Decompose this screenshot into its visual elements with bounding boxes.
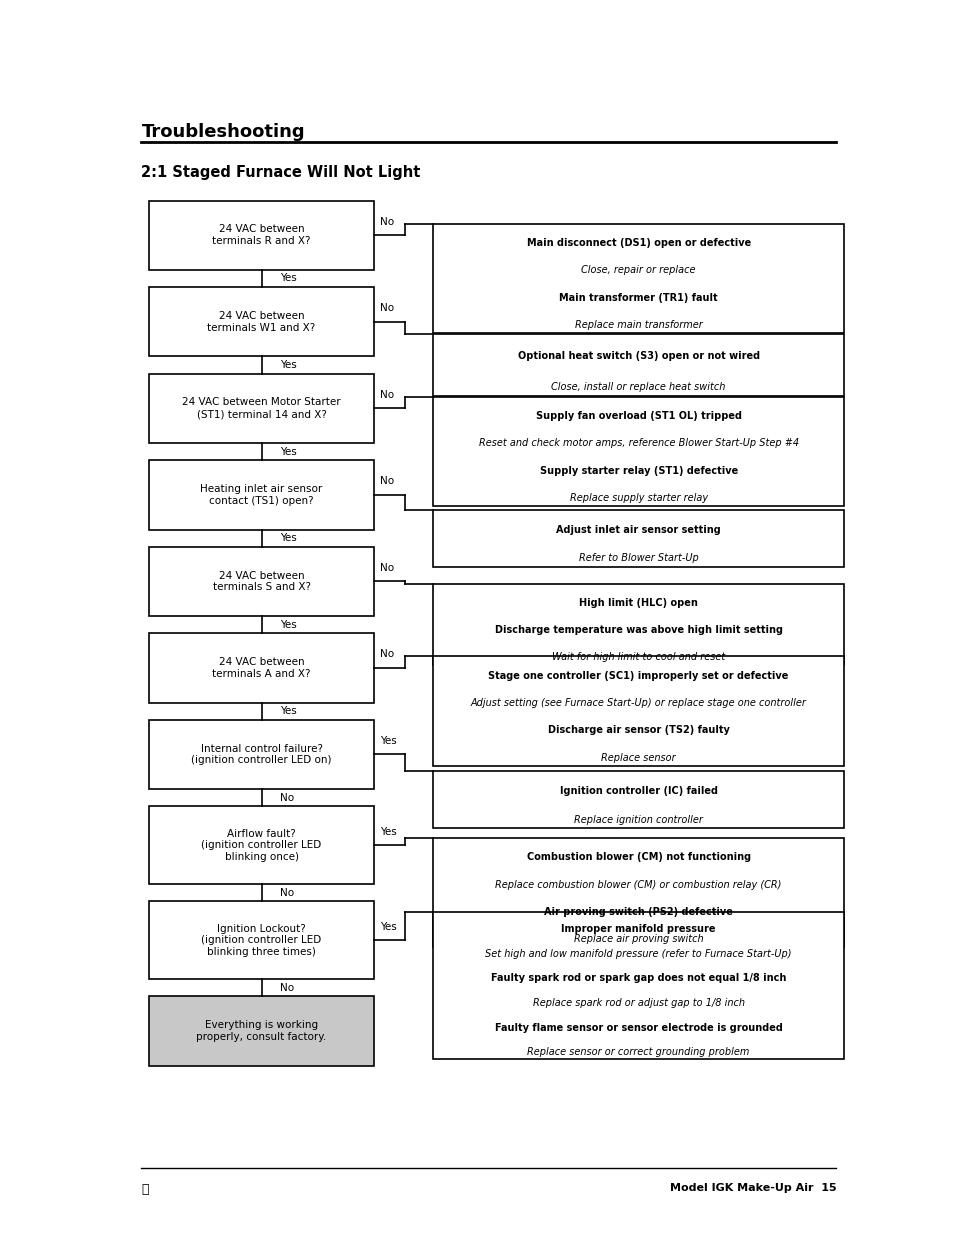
Text: Yes: Yes bbox=[280, 620, 296, 630]
Text: Faulty spark rod or spark gap does not equal 1/8 inch: Faulty spark rod or spark gap does not e… bbox=[491, 973, 785, 983]
FancyBboxPatch shape bbox=[149, 461, 374, 530]
Text: Main transformer (TR1) fault: Main transformer (TR1) fault bbox=[558, 293, 718, 303]
FancyBboxPatch shape bbox=[433, 839, 842, 947]
FancyBboxPatch shape bbox=[433, 224, 842, 333]
Text: Supply starter relay (ST1) defective: Supply starter relay (ST1) defective bbox=[539, 466, 737, 475]
Text: Replace sensor or correct grounding problem: Replace sensor or correct grounding prob… bbox=[527, 1047, 749, 1057]
FancyBboxPatch shape bbox=[433, 772, 842, 829]
FancyBboxPatch shape bbox=[433, 913, 842, 1060]
Text: Faulty flame sensor or sensor electrode is grounded: Faulty flame sensor or sensor electrode … bbox=[495, 1023, 781, 1032]
Text: Internal control failure?
(ignition controller LED on): Internal control failure? (ignition cont… bbox=[192, 743, 332, 766]
Text: High limit (HLC) open: High limit (HLC) open bbox=[578, 598, 698, 608]
Text: Replace combustion blower (CM) or combustion relay (CR): Replace combustion blower (CM) or combus… bbox=[495, 879, 781, 889]
Text: No: No bbox=[380, 303, 394, 314]
FancyBboxPatch shape bbox=[149, 997, 374, 1066]
Text: 2:1 Staged Furnace Will Not Light: 2:1 Staged Furnace Will Not Light bbox=[141, 165, 420, 180]
Text: Replace spark rod or adjust gap to 1/8 inch: Replace spark rod or adjust gap to 1/8 i… bbox=[532, 998, 744, 1008]
Text: Replace main transformer: Replace main transformer bbox=[574, 320, 701, 330]
FancyBboxPatch shape bbox=[149, 547, 374, 616]
Text: No: No bbox=[380, 477, 394, 487]
Text: Reset and check motor amps, reference Blower Start-Up Step #4: Reset and check motor amps, reference Bl… bbox=[478, 438, 798, 448]
Text: Supply fan overload (ST1 OL) tripped: Supply fan overload (ST1 OL) tripped bbox=[535, 411, 740, 421]
Text: Combustion blower (CM) not functioning: Combustion blower (CM) not functioning bbox=[526, 852, 750, 862]
Text: Replace supply starter relay: Replace supply starter relay bbox=[569, 493, 707, 503]
Text: 24 VAC between
terminals A and X?: 24 VAC between terminals A and X? bbox=[213, 657, 311, 679]
FancyBboxPatch shape bbox=[149, 200, 374, 270]
Text: Replace sensor: Replace sensor bbox=[600, 752, 676, 763]
Text: No: No bbox=[380, 563, 394, 573]
Text: Adjust setting (see Furnace Start-Up) or replace stage one controller: Adjust setting (see Furnace Start-Up) or… bbox=[470, 698, 805, 708]
Text: Stage one controller (SC1) improperly set or defective: Stage one controller (SC1) improperly se… bbox=[488, 671, 788, 680]
Text: Airflow fault?
(ignition controller LED
blinking once): Airflow fault? (ignition controller LED … bbox=[201, 829, 321, 862]
Text: Main disconnect (DS1) open or defective: Main disconnect (DS1) open or defective bbox=[526, 238, 750, 248]
Text: 24 VAC between
terminals R and X?: 24 VAC between terminals R and X? bbox=[213, 225, 311, 246]
Text: Yes: Yes bbox=[380, 826, 396, 836]
Text: No: No bbox=[380, 390, 394, 400]
Text: Replace ignition controller: Replace ignition controller bbox=[574, 815, 702, 825]
FancyBboxPatch shape bbox=[433, 335, 842, 396]
FancyBboxPatch shape bbox=[433, 584, 842, 664]
FancyBboxPatch shape bbox=[149, 634, 374, 703]
Text: Ignition controller (IC) failed: Ignition controller (IC) failed bbox=[559, 787, 717, 797]
Text: Replace air proving switch: Replace air proving switch bbox=[573, 934, 702, 945]
Text: Ⓕ: Ⓕ bbox=[141, 1183, 149, 1195]
FancyBboxPatch shape bbox=[433, 510, 842, 567]
Text: Yes: Yes bbox=[380, 736, 396, 746]
Text: Ignition Lockout?
(ignition controller LED
blinking three times): Ignition Lockout? (ignition controller L… bbox=[201, 924, 321, 957]
Text: Yes: Yes bbox=[380, 921, 396, 931]
FancyBboxPatch shape bbox=[433, 657, 842, 766]
Text: Improper manifold pressure: Improper manifold pressure bbox=[560, 924, 715, 934]
Text: Wait for high limit to cool and reset: Wait for high limit to cool and reset bbox=[552, 652, 724, 662]
FancyBboxPatch shape bbox=[149, 902, 374, 979]
Text: No: No bbox=[280, 888, 294, 898]
Text: Yes: Yes bbox=[280, 273, 296, 284]
Text: Close, install or replace heat switch: Close, install or replace heat switch bbox=[551, 382, 725, 391]
FancyBboxPatch shape bbox=[149, 373, 374, 443]
FancyBboxPatch shape bbox=[149, 720, 374, 789]
Text: Model IGK Make-Up Air  15: Model IGK Make-Up Air 15 bbox=[669, 1183, 836, 1193]
FancyBboxPatch shape bbox=[433, 396, 842, 506]
Text: Everything is working
properly, consult factory.: Everything is working properly, consult … bbox=[196, 1020, 326, 1042]
FancyBboxPatch shape bbox=[149, 287, 374, 357]
Text: 24 VAC between
terminals W1 and X?: 24 VAC between terminals W1 and X? bbox=[207, 311, 315, 332]
Text: Set high and low manifold pressure (refer to Furnace Start-Up): Set high and low manifold pressure (refe… bbox=[485, 948, 791, 958]
Text: Heating inlet air sensor
contact (TS1) open?: Heating inlet air sensor contact (TS1) o… bbox=[200, 484, 322, 505]
Text: Yes: Yes bbox=[280, 447, 296, 457]
Text: Air proving switch (PS2) defective: Air proving switch (PS2) defective bbox=[543, 906, 732, 916]
Text: 24 VAC between
terminals S and X?: 24 VAC between terminals S and X? bbox=[213, 571, 311, 592]
Text: No: No bbox=[380, 216, 394, 227]
Text: Yes: Yes bbox=[280, 361, 296, 370]
Text: Troubleshooting: Troubleshooting bbox=[141, 122, 305, 141]
Text: Adjust inlet air sensor setting: Adjust inlet air sensor setting bbox=[556, 525, 720, 535]
Text: 24 VAC between Motor Starter
(ST1) terminal 14 and X?: 24 VAC between Motor Starter (ST1) termi… bbox=[182, 398, 340, 419]
Text: No: No bbox=[280, 983, 294, 993]
Text: No: No bbox=[380, 650, 394, 659]
Text: Refer to Blower Start-Up: Refer to Blower Start-Up bbox=[578, 553, 698, 563]
Text: Yes: Yes bbox=[280, 534, 296, 543]
Text: Yes: Yes bbox=[280, 706, 296, 716]
FancyBboxPatch shape bbox=[149, 806, 374, 884]
Text: Discharge air sensor (TS2) faulty: Discharge air sensor (TS2) faulty bbox=[547, 725, 729, 735]
Text: Close, repair or replace: Close, repair or replace bbox=[580, 266, 695, 275]
Text: Discharge temperature was above high limit setting: Discharge temperature was above high lim… bbox=[494, 625, 781, 635]
Text: No: No bbox=[280, 793, 294, 803]
Text: Optional heat switch (S3) open or not wired: Optional heat switch (S3) open or not wi… bbox=[517, 351, 759, 361]
